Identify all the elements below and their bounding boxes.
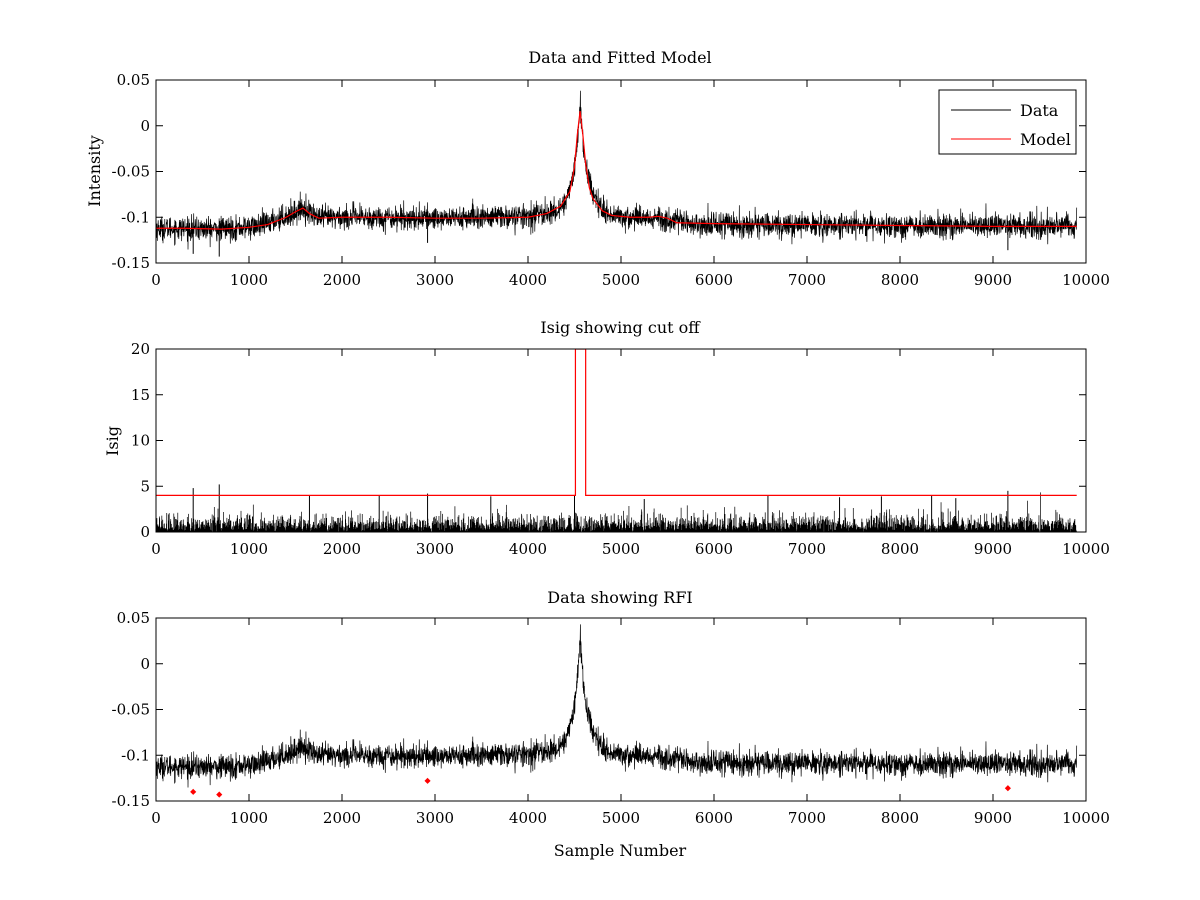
legend: Data Model: [938, 89, 1077, 155]
x-tick-label: 6000: [695, 271, 733, 289]
x-tick-label: 6000: [695, 809, 733, 827]
x-tick-label: 1000: [230, 540, 268, 558]
y-tick-label: -0.05: [112, 701, 150, 719]
series-cut-off-line: [156, 349, 1077, 496]
rfi-marker-1: [216, 791, 223, 798]
x-tick-label: 2000: [323, 271, 361, 289]
x-tick-label: 0: [151, 271, 161, 289]
panel-data-showing-rfi: Data showing RFI 0 1000 2000 3000 4000 5000 60…: [112, 588, 1110, 860]
x-tick-label: 2000: [323, 540, 361, 558]
panel-data-and-fitted-model: Data and Fitted Model Intensity 0 1000 200…: [85, 48, 1110, 289]
rfi-marker-3: [1004, 785, 1011, 792]
legend-label-model: Model: [1020, 130, 1071, 149]
axes: 0 1000 2000 3000 4000 5000 6000 7000 8000 9000 100…: [112, 609, 1110, 827]
plot-area: [156, 624, 1078, 798]
x-tick-label: 4000: [509, 271, 547, 289]
series-model-line: [156, 111, 1077, 230]
x-tick-label: 0: [151, 540, 161, 558]
plot-area: [156, 349, 1078, 532]
x-tick-label: 7000: [788, 271, 826, 289]
rfi-marker-0: [190, 788, 197, 795]
y-tick-label: 15: [131, 386, 150, 404]
series-data-line: [156, 624, 1078, 788]
x-tick-label: 10000: [1062, 540, 1110, 558]
y-tick-label: 0: [140, 117, 150, 135]
y-tick-label: 5: [140, 477, 150, 495]
legend-label-data: Data: [1020, 101, 1059, 120]
y-tick-label: 0: [140, 523, 150, 541]
x-tick-label: 4000: [509, 809, 547, 827]
legend-box: [938, 89, 1077, 155]
y-tick-label: 10: [131, 432, 150, 450]
x-tick-label: 8000: [881, 809, 919, 827]
x-axis-label: Sample Number: [554, 841, 687, 860]
y-axis-label: Isig: [103, 426, 122, 456]
x-tick-label: 7000: [788, 809, 826, 827]
x-tick-label: 4000: [509, 540, 547, 558]
plot-area: [156, 90, 1078, 257]
panel-title: Data and Fitted Model: [528, 48, 711, 67]
y-tick-label: -0.15: [112, 792, 150, 810]
x-tick-label: 1000: [230, 809, 268, 827]
x-tick-label: 5000: [602, 540, 640, 558]
x-tick-label: 3000: [416, 271, 454, 289]
x-tick-label: 6000: [695, 540, 733, 558]
x-tick-label: 2000: [323, 809, 361, 827]
x-tick-label: 8000: [881, 271, 919, 289]
x-tick-label: 7000: [788, 540, 826, 558]
x-tick-label: 1000: [230, 271, 268, 289]
panel-title: Isig showing cut off: [540, 318, 701, 337]
x-tick-label: 9000: [974, 540, 1012, 558]
y-tick-label: -0.1: [121, 746, 150, 764]
x-tick-label: 9000: [974, 271, 1012, 289]
x-tick-label: 5000: [602, 809, 640, 827]
x-tick-label: 3000: [416, 540, 454, 558]
y-tick-label: 0.05: [117, 71, 150, 89]
y-axis-label: Intensity: [85, 135, 104, 207]
x-tick-label: 10000: [1062, 271, 1110, 289]
rfi-marker-2: [424, 777, 431, 784]
x-tick-label: 10000: [1062, 809, 1110, 827]
x-tick-label: 9000: [974, 809, 1012, 827]
axes: 0 1000 2000 3000 4000 5000 6000 7000 8000 9000 100…: [112, 71, 1110, 289]
x-tick-label: 0: [151, 809, 161, 827]
y-tick-label: -0.1: [121, 208, 150, 226]
y-tick-label: 0.05: [117, 609, 150, 627]
y-tick-label: -0.05: [112, 163, 150, 181]
y-tick-label: 20: [131, 340, 150, 358]
axes: 0 1000 2000 3000 4000 5000 6000 7000 8000 9000 100…: [131, 340, 1110, 558]
x-tick-label: 8000: [881, 540, 919, 558]
x-tick-label: 3000: [416, 809, 454, 827]
x-tick-label: 5000: [602, 271, 640, 289]
y-tick-label: 0: [140, 655, 150, 673]
panel-title: Data showing RFI: [547, 588, 692, 607]
y-tick-label: -0.15: [112, 254, 150, 272]
panel-isig-showing-cut-off: Isig showing cut off Isig 0 1000 2000 3000 4…: [103, 318, 1110, 558]
